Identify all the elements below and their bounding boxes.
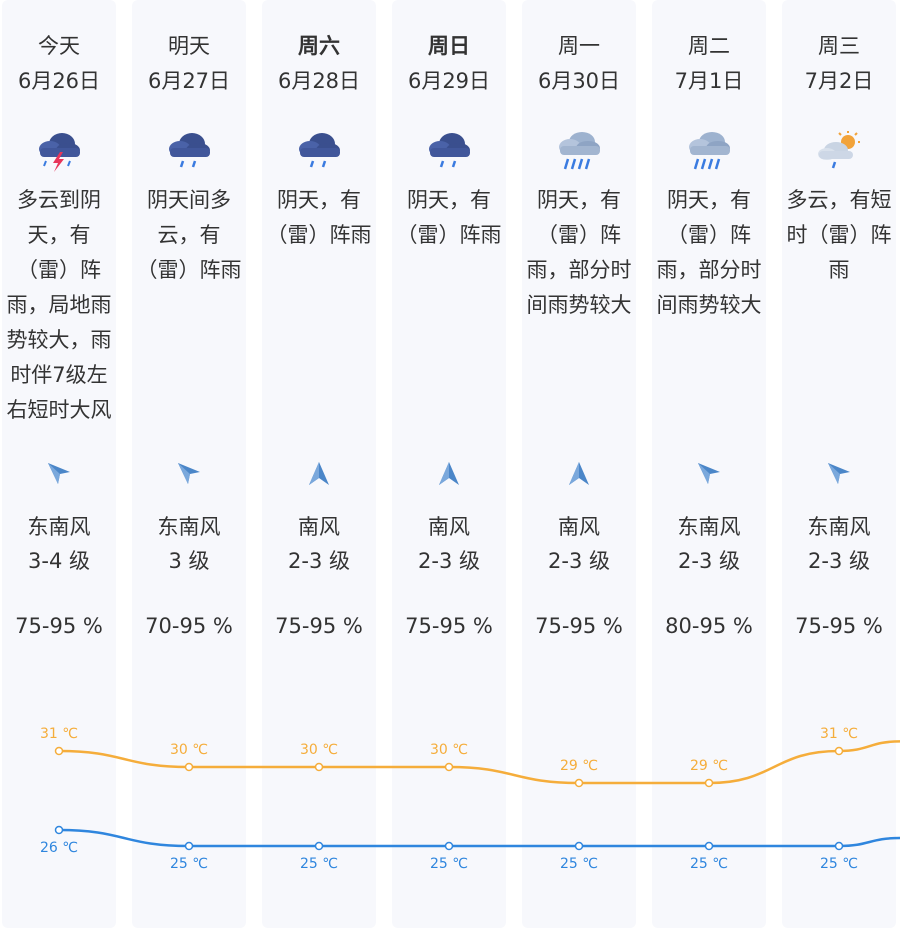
thunderstorm-icon	[39, 133, 80, 172]
low-temp-label: 25 ℃	[820, 856, 858, 872]
day-date: 6月29日	[407, 69, 491, 93]
low-temp-point	[834, 841, 844, 851]
wind-direction: 东南风	[27, 515, 91, 539]
high-temp-label: 30 ℃	[170, 742, 208, 758]
day-column: 周一 6月30日 阴天，有（雷）阵雨，部分时间雨势较大 南风 2-3 级 75-…	[522, 0, 636, 928]
humidity: 80-95 %	[665, 614, 753, 638]
day-column: 周二 7月1日 阴天，有（雷）阵雨，部分时间雨势较大 东南风 2-3 级 80-…	[652, 0, 766, 928]
weather-description: 多云到阴天，有（雷）阵雨，局地雨势较大，雨时伴7级左右短时大风	[6, 188, 112, 422]
heavy-rain-icon	[559, 132, 600, 170]
low-temp-point	[54, 825, 64, 835]
high-temp-line	[58, 740, 900, 785]
day-date: 6月30日	[537, 69, 621, 93]
low-temp-point	[444, 841, 454, 851]
wind-level: 2-3 级	[548, 549, 610, 573]
wind-level: 2-3 级	[808, 549, 870, 573]
day-date: 6月27日	[147, 69, 231, 93]
day-date: 6月26日	[17, 69, 101, 93]
rain-cloud-icon	[169, 133, 210, 168]
high-temp-label: 31 ℃	[820, 726, 858, 742]
low-temp-point	[574, 841, 584, 851]
high-temp-label: 31 ℃	[40, 726, 78, 742]
day-name: 周二	[688, 34, 730, 58]
humidity: 75-95 %	[405, 614, 493, 638]
low-temp-label: 25 ℃	[560, 856, 598, 872]
wind-arrow-southeast-icon	[698, 463, 720, 484]
low-temp-label: 25 ℃	[300, 856, 338, 872]
humidity: 75-95 %	[15, 614, 103, 638]
day-name: 周日	[428, 34, 470, 58]
temperature-chart: 31 ℃ 30 ℃ 30 ℃ 30 ℃ 29 ℃ 29 ℃ 31 ℃ 26 ℃ 25 ℃ 25 …	[40, 726, 900, 872]
day-column: 今天 6月26日 多云到阴天，有（雷）阵雨，局地雨势较大，雨时伴7级左右短时大风…	[2, 0, 116, 928]
high-temp-point	[834, 746, 844, 756]
heavy-rain-icon	[689, 132, 730, 170]
high-temp-label: 30 ℃	[430, 742, 468, 758]
weather-description: 阴天，有（雷）阵雨	[396, 188, 502, 247]
day-column: 周三 7月2日 多云，有短时（雷）阵雨 东南风 2-3 级 75-95 %	[782, 0, 896, 928]
partly-cloudy-shower-icon	[818, 131, 860, 169]
high-temp-point	[314, 762, 324, 772]
high-temp-label: 29 ℃	[560, 758, 598, 774]
low-temp-point	[704, 841, 714, 851]
day-name: 周三	[818, 34, 860, 58]
weather-description: 阴天间多云，有（雷）阵雨	[136, 188, 242, 282]
humidity: 75-95 %	[275, 614, 363, 638]
wind-direction: 南风	[428, 515, 470, 539]
low-temp-point	[184, 841, 194, 851]
wind-level: 2-3 级	[678, 549, 740, 573]
humidity: 75-95 %	[795, 614, 883, 638]
wind-level: 3 级	[168, 549, 210, 573]
low-temp-line	[58, 828, 900, 848]
day-name: 今天	[38, 34, 80, 58]
wind-arrow-south-icon	[439, 462, 459, 485]
low-temp-label: 25 ℃	[170, 856, 208, 872]
day-date: 7月1日	[674, 69, 744, 93]
day-column: 周日 6月29日 阴天，有（雷）阵雨 南风 2-3 级 75-95 %	[392, 0, 506, 928]
wind-direction: 南风	[298, 515, 340, 539]
low-temp-point	[314, 841, 324, 851]
weather-description: 阴天，有（雷）阵雨	[266, 188, 372, 247]
wind-arrow-southeast-icon	[828, 463, 850, 484]
high-temp-point	[574, 778, 584, 788]
high-temp-point	[54, 746, 64, 756]
wind-direction: 东南风	[807, 515, 871, 539]
humidity: 75-95 %	[535, 614, 623, 638]
wind-arrow-south-icon	[569, 462, 589, 485]
day-name: 周六	[298, 34, 340, 58]
wind-direction: 南风	[558, 515, 600, 539]
low-temp-label: 25 ℃	[430, 856, 468, 872]
day-name: 周一	[558, 34, 600, 58]
wind-direction: 东南风	[157, 515, 221, 539]
weather-description: 阴天，有（雷）阵雨，部分时间雨势较大	[656, 188, 762, 317]
day-date: 6月28日	[277, 69, 361, 93]
rain-cloud-icon	[299, 133, 340, 168]
wind-direction: 东南风	[677, 515, 741, 539]
high-temp-label: 30 ℃	[300, 742, 338, 758]
weather-description: 阴天，有（雷）阵雨，部分时间雨势较大	[526, 188, 632, 317]
day-name: 明天	[168, 34, 210, 58]
day-column: 周六 6月28日 阴天，有（雷）阵雨 南风 2-3 级 75-95 %	[262, 0, 376, 928]
weather-description: 多云，有短时（雷）阵雨	[786, 188, 892, 282]
high-temp-point	[704, 778, 714, 788]
wind-arrow-southeast-icon	[48, 463, 70, 484]
rain-cloud-icon	[429, 133, 470, 168]
humidity: 70-95 %	[145, 614, 233, 638]
wind-arrow-southeast-icon	[178, 463, 200, 484]
day-date: 7月2日	[804, 69, 874, 93]
high-temp-label: 29 ℃	[690, 758, 728, 774]
day-column: 明天 6月27日 阴天间多云，有（雷）阵雨 东南风 3 级 70-95 %	[132, 0, 246, 928]
wind-level: 3-4 级	[28, 549, 90, 573]
wind-arrow-south-icon	[309, 462, 329, 485]
low-temp-label: 25 ℃	[690, 856, 728, 872]
low-temp-label: 26 ℃	[40, 840, 78, 856]
wind-level: 2-3 级	[418, 549, 480, 573]
high-temp-point	[184, 762, 194, 772]
wind-level: 2-3 级	[288, 549, 350, 573]
high-temp-point	[444, 762, 454, 772]
